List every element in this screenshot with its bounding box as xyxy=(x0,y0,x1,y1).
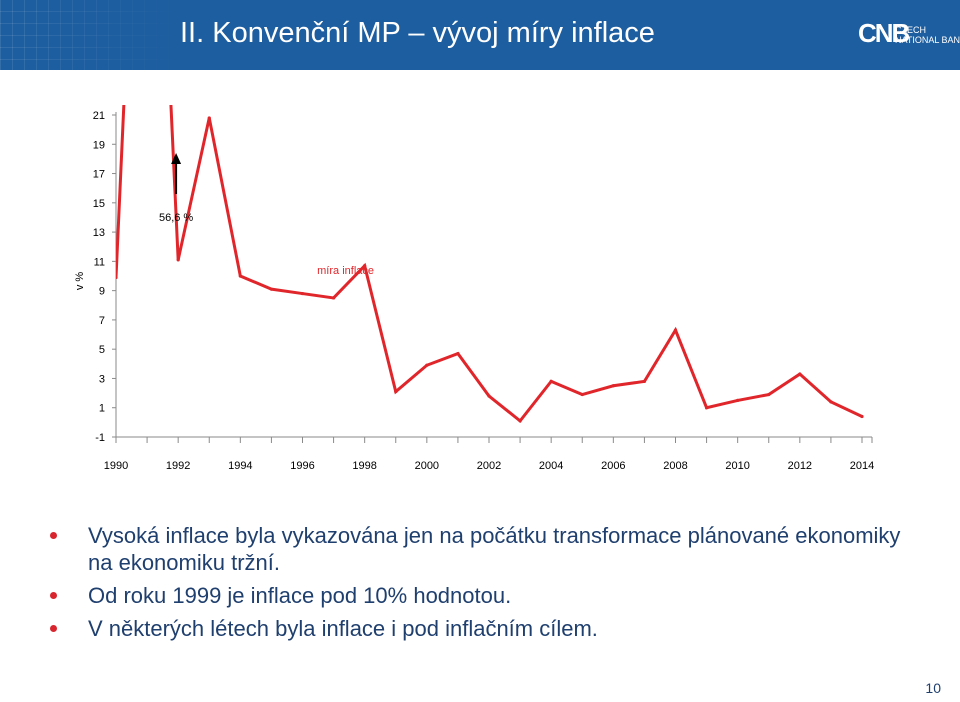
bullet-dot xyxy=(50,592,57,599)
cnb-logo-mark: CNB xyxy=(858,18,910,48)
data-point xyxy=(456,351,460,356)
data-point xyxy=(207,116,211,120)
x-tick-label: 1994 xyxy=(228,460,252,472)
x-tick-label: 1990 xyxy=(104,460,128,472)
chart-series xyxy=(116,105,864,424)
series-label: míra inflace xyxy=(317,265,374,277)
data-point xyxy=(487,394,491,398)
y-tick-label: -1 xyxy=(95,432,105,444)
x-tick-label: 1992 xyxy=(166,460,190,472)
data-point xyxy=(611,384,615,388)
inflation-chart: 21 19 17 15 13 11 9 7 5 3 1 -1 1990 1992 1994 1996 1998 2… xyxy=(74,105,874,472)
bullet-item: Vysoká inflace byla vykazována jen na po… xyxy=(50,522,930,576)
x-tick-label: 2002 xyxy=(477,460,501,472)
data-point xyxy=(580,392,584,397)
data-point xyxy=(642,379,647,383)
y-tick-label: 11 xyxy=(94,256,105,268)
slide-title: II. Konvenční MP – vývoj míry inflace xyxy=(180,17,655,49)
y-tick-label: 5 xyxy=(99,344,105,356)
x-tick-label: 1996 xyxy=(290,460,314,472)
chart-axes xyxy=(112,112,873,443)
series-line-inflation xyxy=(116,105,863,424)
data-point xyxy=(238,274,242,278)
data-point xyxy=(736,398,740,403)
x-tick-label: 2010 xyxy=(725,460,749,472)
y-tick-label: 3 xyxy=(99,373,105,385)
x-tick-label: 2006 xyxy=(601,460,625,472)
x-tick-label: 2012 xyxy=(788,460,812,472)
data-point xyxy=(394,390,398,394)
header-pattern xyxy=(0,0,180,70)
bullet-text: V některých létech byla inflace i pod in… xyxy=(88,616,598,641)
data-point xyxy=(331,296,336,300)
page-number: 10 xyxy=(925,680,941,696)
y-tick-label: 1 xyxy=(99,403,105,415)
data-point xyxy=(518,419,522,423)
slide-header: II. Konvenční MP – vývoj míry inflace CN… xyxy=(0,0,960,70)
bullet-dot xyxy=(50,532,57,539)
y-tick-label: 9 xyxy=(99,286,105,298)
offscale-arrow-head xyxy=(171,153,182,164)
y-tick-label: 17 xyxy=(93,169,105,181)
y-tick-label: 13 xyxy=(93,227,105,239)
data-point xyxy=(829,400,833,404)
data-point xyxy=(798,372,802,376)
chart-labels: 21 19 17 15 13 11 9 7 5 3 1 -1 1990 1992 1994 1996 1998 2… xyxy=(74,110,874,472)
data-point xyxy=(704,406,709,410)
data-point xyxy=(425,363,429,367)
data-point xyxy=(116,275,118,280)
cnb-logo: CNB CZECH NATIONAL BANK xyxy=(858,18,960,58)
y-tick-label: 19 xyxy=(93,139,105,151)
cnb-logo-text: CZECH NATIONAL BANK xyxy=(895,25,960,45)
data-point xyxy=(767,392,771,397)
data-point xyxy=(860,414,864,419)
chart-annotations: 56,6 % míra inflace xyxy=(159,153,374,277)
cnb-logo-text-line2: NATIONAL BANK xyxy=(895,35,960,45)
bullet-text: Od roku 1999 je inflace pod 10% hodnotou… xyxy=(88,583,512,608)
x-tick-label: 2000 xyxy=(415,460,439,472)
y-tick-label: 15 xyxy=(93,198,105,210)
y-tick-label: 7 xyxy=(99,315,105,327)
y-tick-label: 21 xyxy=(93,110,105,122)
bullet-text: Vysoká inflace byla vykazována jen na po… xyxy=(88,523,901,575)
data-point xyxy=(673,328,678,332)
data-point xyxy=(269,287,274,291)
data-point xyxy=(549,379,553,383)
bullet-list: Vysoká inflace byla vykazována jen na po… xyxy=(50,522,930,648)
bullet-dot xyxy=(50,625,57,632)
y-axis-title: v % xyxy=(74,272,86,291)
data-point xyxy=(300,291,305,296)
offscale-value-label: 56,6 % xyxy=(159,212,193,224)
data-point xyxy=(363,264,367,268)
x-tick-label: 1998 xyxy=(352,460,376,472)
x-tick-label: 2004 xyxy=(539,460,563,472)
x-tick-label: 2008 xyxy=(663,460,687,472)
x-tick-label: 2014 xyxy=(850,460,874,472)
bullet-item: Od roku 1999 je inflace pod 10% hodnotou… xyxy=(50,582,930,609)
data-point xyxy=(176,258,180,262)
bullet-item: V některých létech byla inflace i pod in… xyxy=(50,615,930,642)
cnb-logo-text-line1: CZECH xyxy=(895,25,926,35)
